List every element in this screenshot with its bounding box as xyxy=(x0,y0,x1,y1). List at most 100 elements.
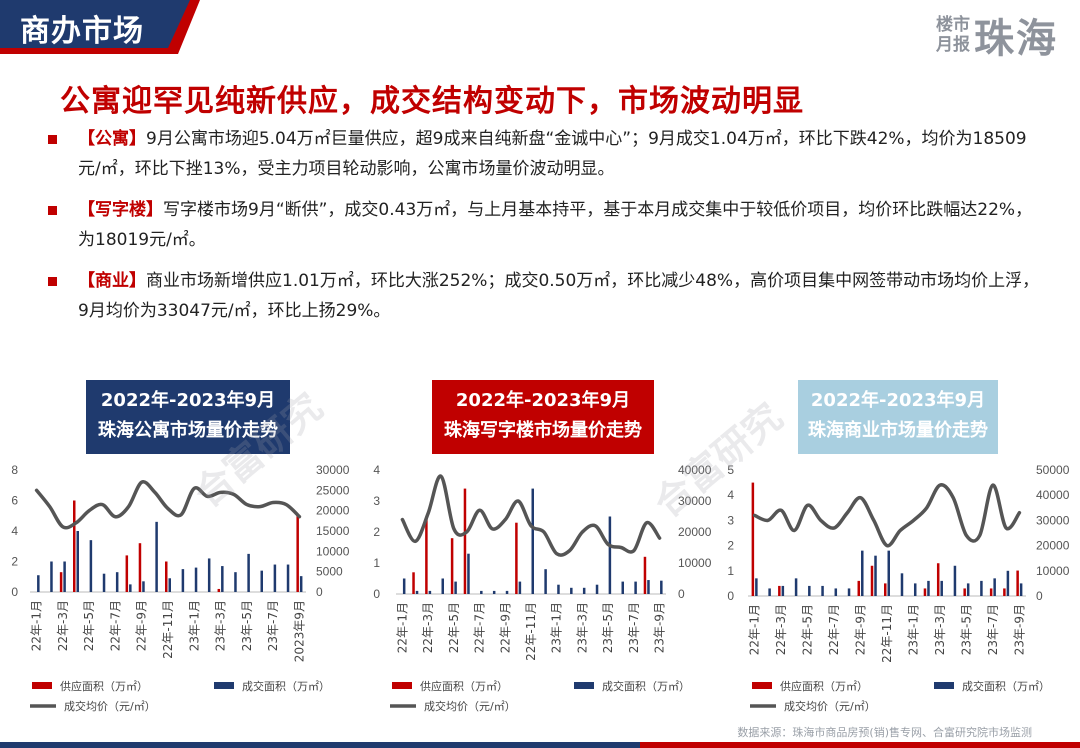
supply-bar xyxy=(217,588,221,592)
bullet-text: 商业市场新增供应1.01万㎡，环比大涨252%；成交0.50万㎡，环比减少48%… xyxy=(78,271,1040,321)
x-tick-label: 22年-5月 xyxy=(801,604,815,655)
deal-bar xyxy=(129,584,132,592)
y-left-tick-label: 3 xyxy=(373,494,380,508)
chart-title-box: 2022年-2023年9月 珠海写字楼市场量价走势 xyxy=(432,380,654,454)
deal-bar xyxy=(415,590,419,594)
chart-title-line2: 珠海商业市场量价走势 xyxy=(808,420,988,441)
price-line xyxy=(400,474,662,557)
legend-label: 供应面积（万㎡） xyxy=(780,679,868,693)
chart-title-line1: 2022年-2023年9月 xyxy=(455,390,631,411)
legend-label: 成交面积（万㎡） xyxy=(242,679,330,693)
supply-bar xyxy=(1003,588,1006,596)
deal-bar xyxy=(874,555,877,596)
deal-bar xyxy=(582,587,586,594)
bullet-tag: 【写字楼】 xyxy=(78,200,163,220)
brand-small-bottom: 月报 xyxy=(936,35,970,55)
price-line xyxy=(34,480,302,530)
supply-bar xyxy=(963,588,966,596)
y-right-tick-label: 20000 xyxy=(678,525,712,539)
supply-bar xyxy=(59,572,63,592)
deal-bar xyxy=(37,575,40,592)
footer-bar-blue xyxy=(0,742,640,748)
supply-bar xyxy=(463,488,467,594)
deal-bar xyxy=(900,573,904,596)
y-left-tick-label: 1 xyxy=(373,556,380,570)
deal-bar xyxy=(480,590,483,594)
x-tick-label: 22年-9月 xyxy=(135,600,149,651)
deal-bar xyxy=(194,567,198,592)
x-tick-label: 22年-11月 xyxy=(161,600,175,659)
x-tick-label: 23年-1月 xyxy=(550,602,564,653)
y-left-tick-label: 3 xyxy=(727,513,734,527)
x-tick-label: 23年-7月 xyxy=(266,600,280,651)
supply-bar xyxy=(936,563,940,596)
x-tick-label: 23年-1月 xyxy=(187,600,201,651)
deal-bar xyxy=(142,581,145,592)
data-source-note: 数据来源：珠海市商品房预(销)售专网、合富研究院市场监测 xyxy=(737,726,1032,739)
chart-title-line1: 2022年-2023年9月 xyxy=(100,390,276,411)
legend-supply-swatch xyxy=(32,682,52,689)
x-tick-label: 22年-7月 xyxy=(473,602,487,653)
y-left-tick-label: 0 xyxy=(11,585,18,599)
supply-bar xyxy=(884,583,887,596)
chart-office: 2022年-2023年9月 珠海写字楼市场量价走势 0 1 2 3 4 0 10000 200… xyxy=(360,380,720,720)
legend-supply-swatch xyxy=(392,682,412,689)
page-headline: 公寓迎罕见纯新供应，成交结构变动下，市场波动明显 xyxy=(60,84,804,119)
deal-bar xyxy=(570,587,573,594)
deal-bar xyxy=(861,550,864,596)
y-right-tick-label: 10000 xyxy=(678,556,712,570)
x-tick-label: 23年-3月 xyxy=(933,604,947,655)
y-left-tick-label: 2 xyxy=(373,525,380,539)
deal-bar xyxy=(441,578,444,594)
deal-bar xyxy=(768,588,771,596)
y-right-tick-label: 40000 xyxy=(678,463,712,477)
legend-deal-swatch xyxy=(574,682,594,689)
y-right-tick-label: 0 xyxy=(678,587,685,601)
x-tick-label: 22年-11月 xyxy=(880,604,894,663)
deal-bar xyxy=(634,581,637,594)
supply-bar xyxy=(857,580,861,596)
deal-bar xyxy=(299,576,303,592)
chart-plot: 0 1 2 3 4 0 10000 20000 30000 40000 22年-1月 22年-3月 22… xyxy=(373,463,712,713)
deal-bar xyxy=(181,569,185,592)
supply-bar xyxy=(125,555,129,592)
y-left-tick-label: 8 xyxy=(11,463,18,477)
deal-bar xyxy=(467,553,470,594)
y-left-tick-label: 4 xyxy=(727,488,734,502)
deal-bar xyxy=(207,558,211,592)
deal-bar xyxy=(260,570,263,592)
deal-bar xyxy=(63,561,66,592)
deal-bar xyxy=(155,521,158,592)
bullet-list: 【公寓】9月公寓市场迎5.04万㎡巨量供应，超9成来自纯新盘“金诚中心”；9月成… xyxy=(48,124,1048,337)
chart-apartment: 2022年-2023年9月 珠海公寓市场量价走势 0 2 4 6 8 0 5000 10000… xyxy=(0,380,360,720)
deal-bar xyxy=(247,553,250,592)
x-tick-label: 23年-9月 xyxy=(653,602,667,653)
x-tick-label: 22年-5月 xyxy=(447,602,461,653)
y-left-tick-label: 6 xyxy=(11,494,18,508)
x-tick-label: 23年-7月 xyxy=(627,602,641,653)
x-tick-label: 22年-3月 xyxy=(774,604,788,655)
x-tick-label: 22年-7月 xyxy=(827,604,841,655)
deal-bar xyxy=(940,580,943,596)
brand-small-top: 楼市 xyxy=(936,15,970,35)
y-right-tick-label: 40000 xyxy=(1036,488,1070,502)
bullet-tag: 【公寓】 xyxy=(78,129,146,149)
deal-bar xyxy=(544,569,547,594)
bullet-text: 写字楼市场9月“断供”，成交0.43万㎡，与上月基本持平，基于本月成交集中于较低… xyxy=(78,200,1033,250)
deal-bar xyxy=(953,565,957,596)
brand-logo: 楼市 月报 珠海 xyxy=(936,6,1058,64)
bullet-apartment: 【公寓】9月公寓市场迎5.04万㎡巨量供应，超9成来自纯新盘“金诚中心”；9月成… xyxy=(48,124,1048,184)
x-tick-label: 23年-3月 xyxy=(575,602,589,653)
deal-bar xyxy=(428,590,432,594)
supply-bar xyxy=(138,543,142,592)
x-tick-label: 23年-7月 xyxy=(986,604,1000,655)
chart-title-line1: 2022年-2023年9月 xyxy=(810,390,986,411)
chart-commercial: 2022年-2023年9月 珠海商业市场量价走势 0 1 2 3 4 5 0 10000 200… xyxy=(720,380,1080,720)
y-right-tick-label: 20000 xyxy=(316,504,350,518)
deal-bar xyxy=(50,561,53,592)
deal-bar xyxy=(286,564,290,592)
x-tick-label: 22年-1月 xyxy=(748,604,762,655)
y-right-tick-label: 25000 xyxy=(316,483,350,497)
deal-bar xyxy=(821,585,824,596)
deal-bar xyxy=(234,572,237,592)
